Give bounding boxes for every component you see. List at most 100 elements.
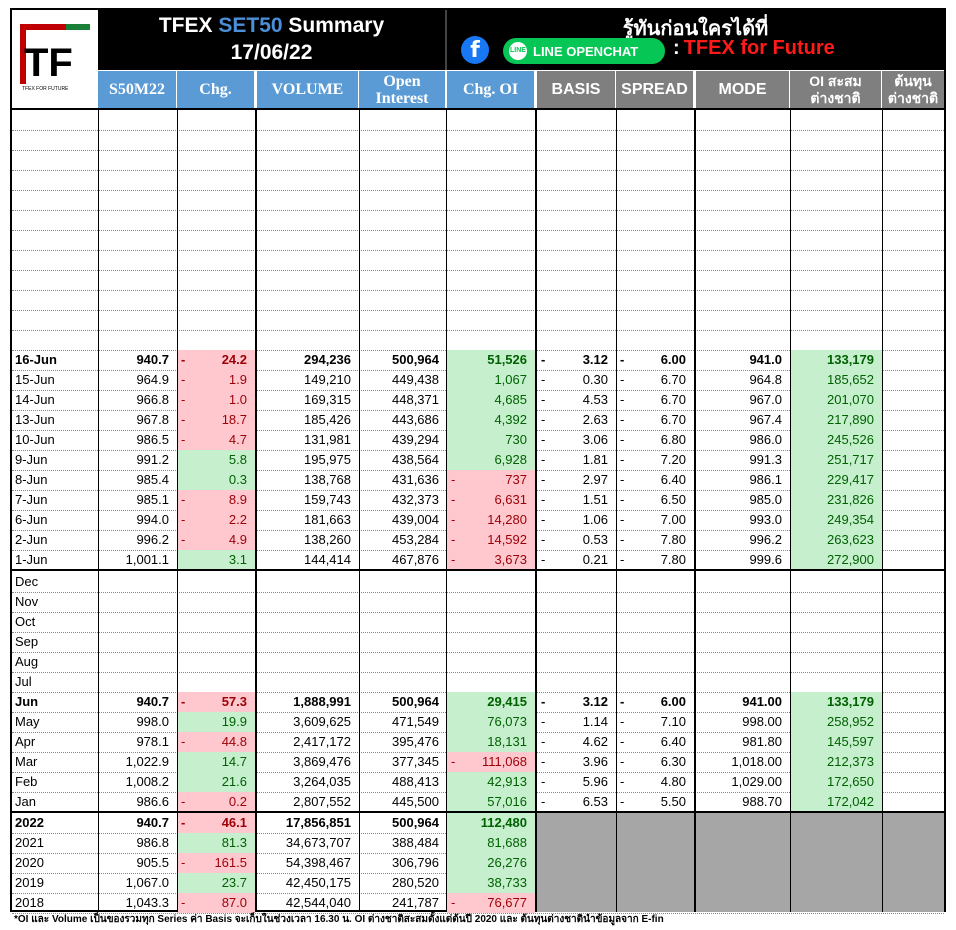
close-price: 998.0: [136, 714, 169, 729]
volume: 144,414: [304, 552, 351, 567]
open-interest: 377,345: [392, 754, 439, 769]
tfex-for-future-logo: TF TFEX FOR FUTURE: [12, 10, 98, 106]
price-change: -57.3: [177, 692, 255, 712]
foreign-oi: 272,900: [790, 550, 882, 570]
row-divider: [12, 652, 944, 653]
section-divider: [12, 811, 944, 813]
minus-sign: -: [181, 855, 186, 870]
minus-sign: -: [451, 512, 456, 527]
minus-sign: -: [451, 492, 456, 507]
minus-sign: -: [620, 432, 625, 447]
mode: 967.0: [749, 392, 782, 407]
col-header-spread: SPREAD: [616, 71, 694, 108]
close-price: 986.5: [136, 432, 169, 447]
row-divider: [12, 612, 944, 613]
minus-sign: -: [181, 815, 186, 830]
line-openchat-button[interactable]: LINE LINE OPENCHAT: [503, 38, 665, 64]
row-label: 2020: [15, 855, 44, 870]
spread: -7.80: [616, 530, 694, 550]
column-divider: [694, 108, 696, 912]
spread: -6.80: [616, 430, 694, 450]
foreign-oi: 172,650: [790, 772, 882, 792]
volume: 3,609,625: [293, 714, 351, 729]
volume: 195,975: [304, 452, 351, 467]
close-price: 1,022.9: [125, 754, 169, 769]
mode: 986.1: [749, 472, 782, 487]
volume: 17,856,851: [285, 815, 351, 830]
column-divider: [616, 108, 617, 912]
minus-sign: -: [541, 492, 546, 507]
oi-change: -76,677: [447, 893, 535, 913]
row-label: Mar: [15, 754, 38, 769]
basis: -0.53: [537, 530, 616, 550]
volume: 3,869,476: [293, 754, 351, 769]
minus-sign: -: [541, 452, 546, 467]
mode: 993.0: [749, 512, 782, 527]
foreign-oi: 185,652: [790, 370, 882, 390]
minus-sign: -: [620, 472, 625, 487]
mode: 988.70: [742, 794, 782, 809]
row-divider: [12, 672, 944, 673]
close-price: 940.7: [136, 694, 169, 709]
close-price: 1,043.3: [125, 895, 169, 910]
volume: 2,807,552: [293, 794, 351, 809]
open-interest: 306,796: [392, 855, 439, 870]
month-label: Aug: [15, 654, 39, 669]
row-divider: [12, 632, 944, 633]
minus-sign: -: [541, 552, 546, 567]
row-divider: [12, 270, 944, 271]
month-label: Oct: [15, 614, 36, 629]
basis: -2.63: [537, 410, 616, 430]
foreign-oi: 172,042: [790, 792, 882, 812]
row-label: 1-Jun: [15, 552, 48, 567]
report-date: 17/06/22: [230, 41, 313, 64]
minus-sign: -: [620, 492, 625, 507]
facebook-icon[interactable]: f: [461, 36, 489, 64]
row-label: Jun: [15, 694, 39, 709]
row-divider: [12, 230, 944, 231]
oi-change: 81,688: [447, 833, 535, 853]
column-divider: [790, 108, 791, 912]
spread: -7.80: [616, 550, 694, 570]
spread: -6.40: [616, 732, 694, 752]
foreign-oi: 249,354: [790, 510, 882, 530]
oi-change: 6,928: [447, 450, 535, 470]
volume: 181,663: [304, 512, 351, 527]
volume: 42,450,175: [285, 875, 351, 890]
minus-sign: -: [541, 714, 546, 729]
volume: 54,398,467: [285, 855, 351, 870]
price-change: 81.3: [177, 833, 255, 853]
foreign-oi: 212,373: [790, 752, 882, 772]
oi-change: -14,280: [447, 510, 535, 530]
open-interest: 432,373: [392, 492, 439, 507]
foreign-oi: 217,890: [790, 410, 882, 430]
column-divider: [177, 108, 178, 912]
foreign-oi: 133,179: [790, 692, 882, 712]
volume: 138,260: [304, 532, 351, 547]
volume: 159,743: [304, 492, 351, 507]
foreign-oi: 245,526: [790, 430, 882, 450]
month-label: Dec: [15, 574, 39, 589]
col-header-contract: S50M22: [98, 71, 177, 108]
promo-banner: รู้ทันก่อนใครได้ที่ f LINE LINE OPENCHAT…: [447, 10, 944, 70]
spread: -7.20: [616, 450, 694, 470]
price-change: 0.3: [177, 470, 255, 490]
minus-sign: -: [620, 352, 625, 367]
row-divider: [12, 250, 944, 251]
minus-sign: -: [181, 352, 186, 367]
oi-change: -6,631: [447, 490, 535, 510]
price-change: 14.7: [177, 752, 255, 772]
minus-sign: -: [620, 754, 625, 769]
minus-sign: -: [181, 392, 186, 407]
empty-shaded-area: [537, 813, 944, 912]
mode: 985.0: [749, 492, 782, 507]
row-label: 2022: [15, 815, 44, 830]
minus-sign: -: [451, 532, 456, 547]
oi-change: 57,016: [447, 792, 535, 812]
row-divider: [12, 130, 944, 131]
minus-sign: -: [451, 895, 456, 910]
foreign-oi: 133,179: [790, 350, 882, 370]
price-change: 21.6: [177, 772, 255, 792]
col-header-chg: Chg.: [177, 71, 255, 108]
foreign-oi: 201,070: [790, 390, 882, 410]
